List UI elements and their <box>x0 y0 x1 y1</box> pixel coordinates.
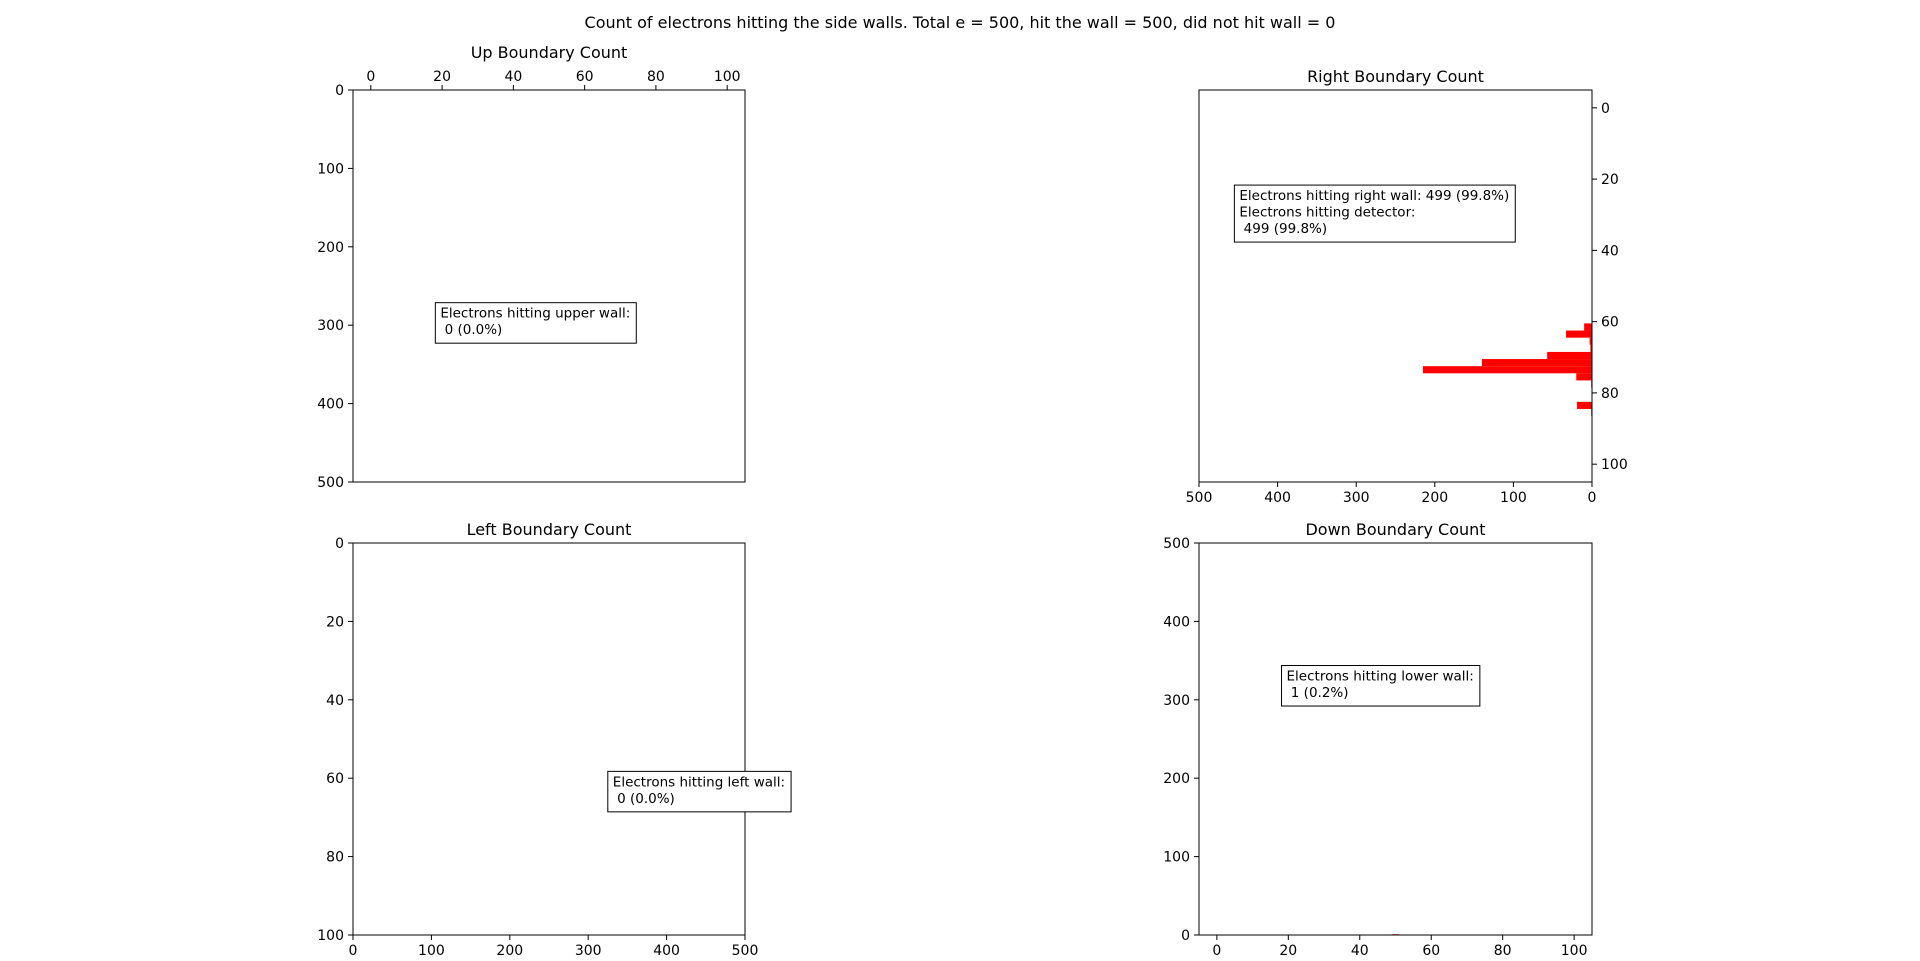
y-tick-label: 500 <box>317 475 344 491</box>
y-tick-label: 100 <box>1601 457 1628 473</box>
x-tick-label: 0 <box>1588 490 1597 506</box>
x-tick-label: 100 <box>714 69 741 85</box>
left-boundary-axes: Left Boundary Count 0 100 200 300 400 500 0 20 40… <box>317 520 792 959</box>
figure-suptitle: Count of electrons hitting the side wall… <box>584 13 1336 32</box>
down-boundary-axes: Down Boundary Count 0 20 40 60 80 100 0 100 200 30… <box>1163 520 1593 959</box>
bar <box>1589 337 1592 345</box>
y-tick-label: 300 <box>1163 693 1190 709</box>
x-tick-label: 40 <box>504 69 522 85</box>
annotation-line: 1 (0.2%) <box>1287 685 1349 701</box>
y-tick-label: 80 <box>326 850 344 866</box>
x-tick-label: 300 <box>1343 490 1370 506</box>
y-tick-label: 0 <box>1181 928 1190 944</box>
annotation-text: Electrons hitting left wall: 0 (0.0%) <box>613 774 785 807</box>
y-tick-label: 400 <box>317 397 344 413</box>
x-tick-label: 200 <box>496 943 523 959</box>
axes-frame <box>352 542 746 936</box>
x-tick-label: 0 <box>349 943 358 959</box>
y-tick-label: 200 <box>317 240 344 256</box>
annotation-box: Electrons hitting upper wall: 0 (0.0%) <box>434 302 637 344</box>
axes-frame <box>1198 542 1593 936</box>
right-boundary-axes: Right Boundary Count 500 400 300 200 100 0 0 20 4… <box>1186 67 1628 506</box>
axes-title: Right Boundary Count <box>1307 67 1484 86</box>
up-boundary-axes: Up Boundary Count 0 20 40 60 80 100 0 100 200 300 4… <box>317 43 746 491</box>
annotation-text: Electrons hitting lower wall: 1 (0.2%) <box>1287 669 1474 702</box>
x-tick-label: 500 <box>1186 490 1213 506</box>
bar <box>1481 359 1592 367</box>
y-tick-label: 200 <box>1163 771 1190 787</box>
annotation-frame <box>434 302 637 344</box>
bar <box>1423 366 1592 374</box>
annotation-line: Electrons hitting right wall: 499 (99.8%… <box>1239 188 1509 204</box>
bar <box>1590 344 1592 352</box>
y-tick-label: 40 <box>326 693 344 709</box>
annotation-line: Electrons hitting lower wall: <box>1287 669 1474 685</box>
axes-title: Left Boundary Count <box>467 520 632 539</box>
annotation-frame <box>1281 665 1481 707</box>
bar <box>1566 330 1592 338</box>
x-tick-label: 100 <box>1500 490 1527 506</box>
bar <box>1576 373 1592 381</box>
x-tick-label: 40 <box>1351 943 1369 959</box>
x-tick-label: 0 <box>366 69 375 85</box>
y-tick-label: 0 <box>1601 101 1610 117</box>
annotation-line: Electrons hitting detector: <box>1239 205 1415 221</box>
y-tick-label: 400 <box>1163 614 1190 630</box>
annotation-text: Electrons hitting upper wall: 0 (0.0%) <box>440 306 630 339</box>
y-tick-label: 80 <box>1601 386 1619 402</box>
y-tick-label: 500 <box>1163 536 1190 552</box>
annotation-line: 499 (99.8%) <box>1239 221 1327 237</box>
y-tick-label: 300 <box>317 318 344 334</box>
y-tick-label: 60 <box>1601 315 1619 331</box>
y-tick-label: 0 <box>335 83 344 99</box>
bar <box>1577 401 1592 409</box>
x-tick-label: 80 <box>1494 943 1512 959</box>
y-tick-label: 100 <box>317 928 344 944</box>
x-tick-label: 80 <box>647 69 665 85</box>
x-tick-label: 400 <box>1264 490 1291 506</box>
x-tick-label: 400 <box>653 943 680 959</box>
y-tick-label: 20 <box>1601 172 1619 188</box>
annotation-frame <box>1233 184 1516 243</box>
y-tick-label: 60 <box>326 771 344 787</box>
axes-frame <box>1198 89 1593 483</box>
axes-frame <box>352 89 746 483</box>
bar <box>1584 323 1592 331</box>
x-tick-label: 500 <box>732 943 759 959</box>
x-tick-label: 20 <box>433 69 451 85</box>
annotation-line: 0 (0.0%) <box>613 791 675 807</box>
axes-title: Up Boundary Count <box>471 43 628 62</box>
axes-title: Down Boundary Count <box>1305 520 1485 539</box>
x-tick-label: 20 <box>1279 943 1297 959</box>
annotation-frame <box>607 770 792 813</box>
y-tick-label: 0 <box>335 536 344 552</box>
annotation-line: Electrons hitting upper wall: <box>440 306 630 322</box>
y-tick-label: 100 <box>317 161 344 177</box>
x-tick-label: 60 <box>576 69 594 85</box>
y-tick-label: 100 <box>1163 850 1190 866</box>
annotation-box: Electrons hitting left wall: 0 (0.0%) <box>607 770 792 813</box>
y-tick-label: 20 <box>326 614 344 630</box>
bar <box>1547 351 1592 360</box>
annotation-text: Electrons hitting right wall: 499 (99.8%… <box>1239 188 1509 237</box>
x-tick-label: 300 <box>575 943 602 959</box>
x-tick-label: 0 <box>1212 943 1221 959</box>
annotation-box: Electrons hitting lower wall: 1 (0.2%) <box>1281 665 1481 707</box>
x-tick-label: 100 <box>418 943 445 959</box>
annotation-line: 0 (0.0%) <box>440 322 502 338</box>
x-tick-label: 100 <box>1561 943 1588 959</box>
x-tick-label: 200 <box>1421 490 1448 506</box>
y-tick-label: 40 <box>1601 243 1619 259</box>
annotation-line: Electrons hitting left wall: <box>613 774 785 790</box>
annotation-box: Electrons hitting right wall: 499 (99.8%… <box>1233 184 1516 243</box>
x-tick-label: 60 <box>1422 943 1440 959</box>
